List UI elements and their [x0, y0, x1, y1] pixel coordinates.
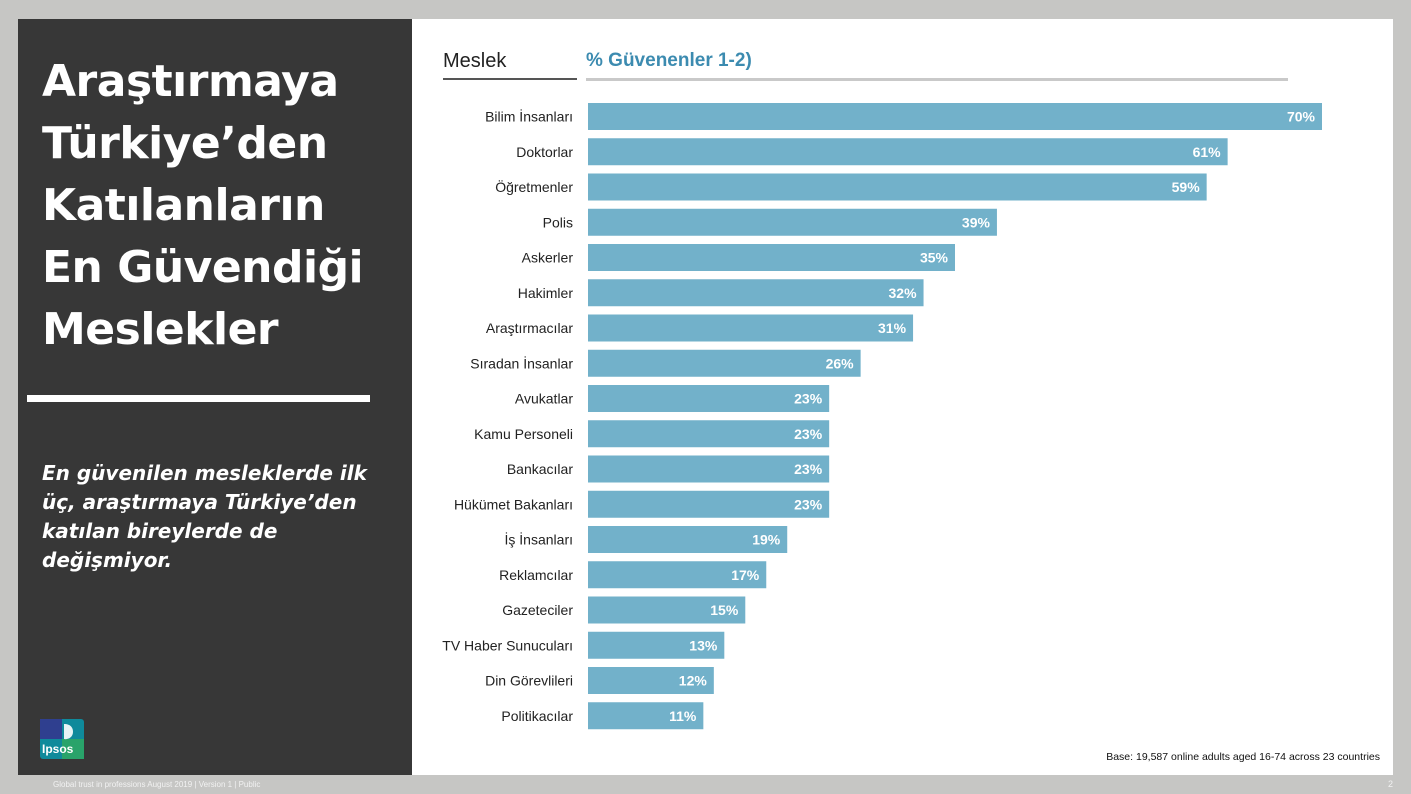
category-label: Gazeteciler: [502, 602, 573, 618]
category-label: Öğretmenler: [495, 178, 573, 195]
category-label: Politikacılar: [501, 708, 573, 724]
bar-value-label: 11%: [669, 708, 697, 724]
slide-title: Araştırmaya Türkiye’den Katılanların En …: [42, 51, 402, 361]
bar: [588, 631, 725, 659]
category-label: Bilim İnsanları: [485, 108, 573, 125]
bar: [588, 667, 714, 694]
category-label: Polis: [543, 214, 573, 230]
category-label: Hükümet Bakanları: [454, 496, 573, 512]
bar: [588, 526, 788, 553]
title-line: En Güvendiği: [42, 242, 364, 293]
bar: [588, 103, 1322, 130]
right-panel: Meslek % Güvenenler 1-2) Bilim İnsanları…: [412, 19, 1393, 775]
category-label: Sıradan İnsanlar: [470, 354, 573, 371]
category-label: TV Haber Sunucuları: [442, 637, 573, 653]
bar-value-label: 17%: [731, 567, 760, 583]
left-panel: Araştırmaya Türkiye’den Katılanların En …: [18, 19, 412, 775]
ipsos-logo: Ipsos: [40, 719, 84, 759]
bar-value-label: 23%: [794, 391, 823, 407]
bar-value-label: 32%: [889, 285, 918, 301]
bar-value-label: 31%: [878, 320, 907, 336]
bar: [588, 702, 704, 730]
bar-value-label: 23%: [794, 426, 823, 442]
bar-value-label: 26%: [826, 355, 855, 371]
bar: [588, 349, 861, 377]
bar-value-label: 35%: [920, 250, 949, 266]
category-label: Bankacılar: [507, 461, 573, 477]
subtitle-line: En güvenilen mesleklerde ilk: [42, 461, 367, 485]
bar-value-label: 15%: [710, 602, 739, 618]
title-line: Meslekler: [42, 304, 279, 355]
bar: [588, 490, 830, 518]
subtitle-line: üç, araştırmaya Türkiye’den: [42, 490, 357, 514]
subtitle-line: değişmiyor.: [42, 548, 173, 572]
title-divider: [27, 395, 370, 402]
title-line: Katılanların: [42, 180, 325, 231]
page-number: 2: [1388, 779, 1394, 789]
base-footnote: Base: 19,587 online adults aged 16-74 ac…: [1106, 751, 1380, 763]
bar: [588, 596, 746, 624]
footer-text: Global trust in professions August 2019 …: [53, 780, 261, 789]
title-line: Türkiye’den: [42, 118, 328, 169]
bar-value-label: 59%: [1172, 179, 1201, 195]
bar: [588, 138, 1228, 166]
bar: [588, 244, 955, 271]
bar: [588, 385, 830, 412]
ipsos-logo-text: Ipsos: [42, 742, 74, 756]
category-label: Avukatlar: [515, 391, 573, 407]
subtitle-line: katılan bireylerde de: [42, 519, 278, 543]
title-line: Araştırmaya: [42, 56, 339, 107]
bar: [588, 455, 830, 483]
category-label: Din Görevlileri: [485, 673, 573, 689]
bar-value-label: 70%: [1287, 109, 1316, 125]
category-column-header: Meslek: [443, 48, 577, 80]
bar-value-label: 12%: [679, 673, 708, 689]
bar-value-label: 23%: [794, 461, 823, 477]
category-label: Hakimler: [518, 285, 574, 301]
category-label: Araştırmacılar: [486, 320, 573, 336]
value-column-header: % Güvenenler 1-2): [586, 48, 1288, 81]
bar: [588, 279, 924, 307]
category-label: İş İnsanları: [505, 531, 573, 548]
bar-value-label: 61%: [1193, 144, 1222, 160]
bar: [588, 208, 997, 236]
bar-value-label: 39%: [962, 214, 991, 230]
bar-value-label: 23%: [794, 496, 823, 512]
bar-value-label: 19%: [752, 532, 781, 548]
category-label: Doktorlar: [516, 144, 573, 160]
bar-value-label: 13%: [689, 637, 718, 653]
bar: [588, 420, 830, 448]
slide-subtitle: En güvenilen mesleklerde ilk üç, araştır…: [42, 459, 382, 575]
trust-bar-chart: Bilim İnsanları 70% Doktorlar 61% Öğretmenle…: [442, 103, 1322, 730]
category-label: Reklamcılar: [499, 567, 573, 583]
category-label: Kamu Personeli: [474, 426, 573, 442]
bar: [588, 173, 1207, 201]
bar: [588, 314, 914, 342]
category-label: Askerler: [522, 250, 574, 266]
bar: [588, 561, 767, 589]
